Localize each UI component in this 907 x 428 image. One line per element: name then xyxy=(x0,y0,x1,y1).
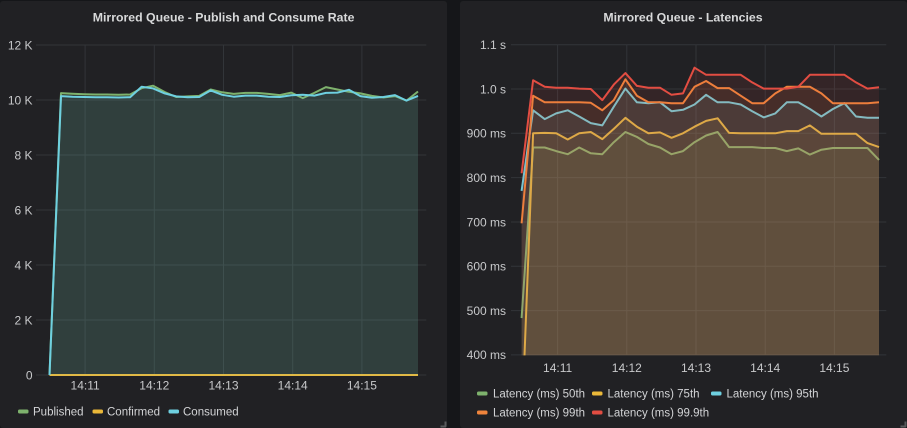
svg-text:6 K: 6 K xyxy=(14,203,32,217)
svg-text:Latency (ms) 99.9th: Latency (ms) 99.9th xyxy=(608,408,710,420)
svg-text:2 K: 2 K xyxy=(14,313,32,327)
svg-text:12 K: 12 K xyxy=(8,38,33,52)
svg-text:10 K: 10 K xyxy=(8,93,33,107)
svg-text:14:11: 14:11 xyxy=(71,378,100,392)
svg-text:Mirrored Queue - Publish and C: Mirrored Queue - Publish and Consume Rat… xyxy=(93,11,355,25)
svg-text:400 ms: 400 ms xyxy=(467,348,506,362)
svg-text:8 K: 8 K xyxy=(14,148,32,162)
svg-text:14:12: 14:12 xyxy=(139,378,169,392)
svg-text:1.1 s: 1.1 s xyxy=(480,38,506,52)
svg-text:1.0 s: 1.0 s xyxy=(480,82,506,96)
svg-text:700 ms: 700 ms xyxy=(467,215,506,229)
svg-text:14:12: 14:12 xyxy=(612,361,642,375)
svg-text:4 K: 4 K xyxy=(14,258,32,272)
svg-text:Latency (ms) 95th: Latency (ms) 95th xyxy=(727,389,819,401)
svg-text:600 ms: 600 ms xyxy=(467,260,506,274)
svg-text:14:14: 14:14 xyxy=(750,361,780,375)
svg-text:500 ms: 500 ms xyxy=(467,304,506,318)
svg-text:14:15: 14:15 xyxy=(347,378,377,392)
svg-text:Confirmed: Confirmed xyxy=(107,407,160,419)
svg-text:Mirrored Queue - Latencies: Mirrored Queue - Latencies xyxy=(603,11,762,25)
svg-text:14:13: 14:13 xyxy=(681,361,711,375)
svg-text:14:14: 14:14 xyxy=(278,378,308,392)
svg-text:800 ms: 800 ms xyxy=(467,171,506,185)
svg-text:0: 0 xyxy=(26,368,33,382)
svg-text:Latency (ms) 99th: Latency (ms) 99th xyxy=(493,408,585,420)
svg-text:900 ms: 900 ms xyxy=(467,127,506,141)
svg-text:14:11: 14:11 xyxy=(543,361,572,375)
svg-text:Published: Published xyxy=(33,407,84,419)
svg-text:Consumed: Consumed xyxy=(183,407,239,419)
svg-text:Latency (ms) 50th: Latency (ms) 50th xyxy=(493,389,585,401)
svg-text:14:15: 14:15 xyxy=(819,361,849,375)
svg-text:14:13: 14:13 xyxy=(208,378,238,392)
svg-text:Latency (ms) 75th: Latency (ms) 75th xyxy=(608,389,700,401)
